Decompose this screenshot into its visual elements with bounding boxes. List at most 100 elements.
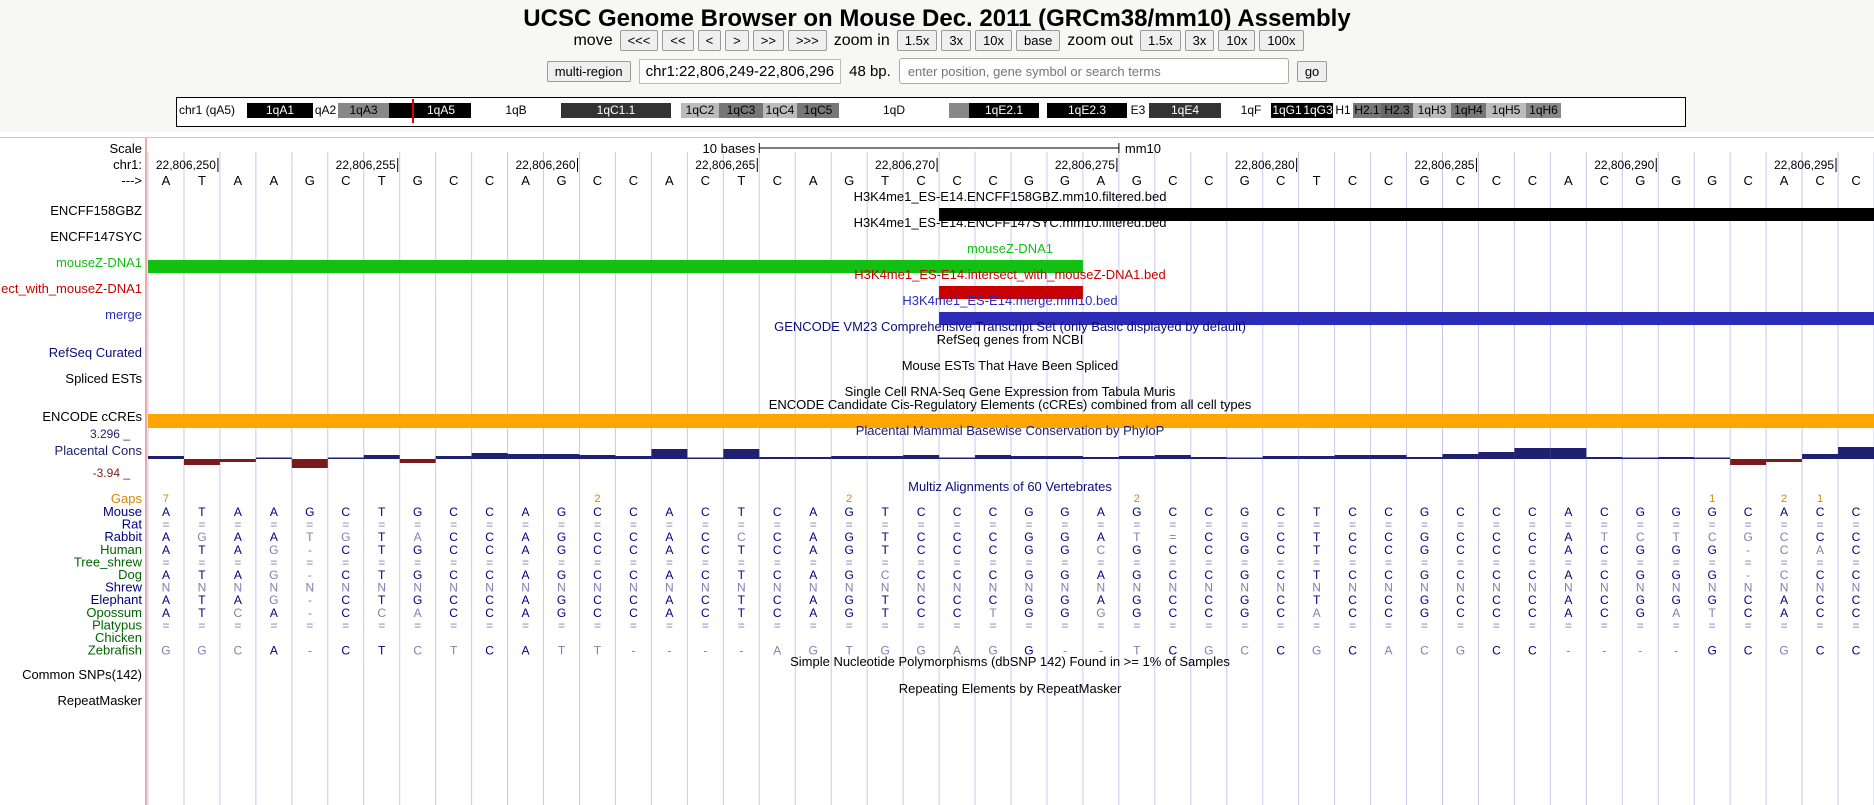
move-right-button[interactable]: > (725, 30, 749, 51)
cons-bar[interactable] (975, 455, 1011, 459)
zoom-in-3x-button[interactable]: 3x (941, 30, 972, 51)
ideogram-band[interactable]: 1qB (471, 103, 561, 118)
cons-bar[interactable] (507, 454, 544, 459)
move-start-button[interactable]: <<< (619, 30, 659, 51)
encff158gbz-feature[interactable] (939, 208, 1874, 221)
cons-bar[interactable] (327, 457, 364, 460)
zoom-in-10x-button[interactable]: 10x (975, 30, 1013, 51)
cons-bar[interactable] (471, 453, 508, 459)
cons-bar[interactable] (831, 456, 868, 459)
intersect-feature[interactable] (939, 286, 1083, 299)
cons-bar[interactable] (1622, 457, 1659, 460)
cons-bar[interactable] (1046, 456, 1083, 459)
cons-bar[interactable] (1838, 447, 1874, 459)
zoom-out-1.5x-button[interactable]: 1.5x (1140, 30, 1181, 51)
cons-bar[interactable] (1262, 456, 1299, 459)
ideogram-band[interactable]: 1qC2 (681, 103, 719, 118)
cons-bar[interactable] (1766, 459, 1803, 462)
cons-bar[interactable] (1514, 448, 1551, 459)
zoom-in-base-button[interactable]: base (1016, 30, 1061, 51)
cons-bar[interactable] (615, 456, 652, 459)
cons-bar[interactable] (687, 457, 724, 460)
ideogram-band[interactable]: 1qC1.1 (561, 103, 671, 118)
cons-bar[interactable] (1478, 452, 1515, 459)
cons-bar[interactable] (1154, 455, 1191, 459)
ideogram-band[interactable]: 1qC3 (719, 103, 763, 118)
ideogram-band[interactable]: 1qA1 (247, 103, 313, 118)
cons-bar[interactable] (255, 457, 292, 460)
ideogram-band[interactable]: 1qG3 (1303, 103, 1333, 118)
cons-bar[interactable] (183, 459, 220, 465)
cons-bar[interactable] (435, 456, 472, 459)
cons-bar[interactable] (1802, 454, 1839, 459)
go-button[interactable]: go (1296, 60, 1328, 82)
ideogram-band[interactable]: 1qE4 (1149, 103, 1221, 118)
cons-bar[interactable] (1550, 448, 1587, 459)
move-far-right-button[interactable]: >> (752, 30, 784, 51)
zoom-out-100x-button[interactable]: 100x (1259, 30, 1304, 51)
ideogram-band[interactable]: 1qG1 (1271, 103, 1303, 118)
ideogram-band[interactable]: qA2 (313, 103, 338, 118)
ccres-feature[interactable] (148, 414, 1874, 428)
cons-bar[interactable] (723, 449, 760, 459)
search-input[interactable] (898, 58, 1289, 84)
cons-bar[interactable] (1118, 456, 1155, 459)
move-far-left-button[interactable]: << (662, 30, 694, 51)
ideogram-band[interactable]: H2.3 (1381, 103, 1413, 118)
cons-bar[interactable] (363, 455, 400, 459)
cons-bar[interactable] (1694, 457, 1731, 460)
cons-bar[interactable] (1298, 456, 1335, 459)
cons-bar[interactable] (1658, 457, 1695, 459)
ideogram-band[interactable]: E3 (1127, 103, 1149, 118)
cons-bar[interactable] (1406, 457, 1443, 459)
ideogram-band[interactable] (389, 103, 411, 118)
cons-bar[interactable] (291, 459, 328, 468)
multi-region-button[interactable]: multi-region (546, 60, 631, 82)
zoom-out-10x-button[interactable]: 10x (1218, 30, 1256, 51)
ideogram-band[interactable]: 1qE2.1 (969, 103, 1039, 118)
ideogram-band[interactable] (949, 103, 969, 118)
cons-bar[interactable] (1082, 457, 1119, 459)
ideogram-band[interactable]: 1qE2.3 (1047, 103, 1127, 118)
cons-bar[interactable] (1334, 455, 1371, 459)
chromosome-ideogram[interactable]: chr1 (qA5) 1qA1 qA2 1qA3 1qA5 1qB 1qC1.1 1qC2 1q… (176, 97, 1686, 127)
cons-bar[interactable] (1730, 459, 1767, 465)
mousez-feature[interactable] (148, 260, 1083, 273)
cons-bar[interactable] (1226, 457, 1263, 460)
cons-bar[interactable] (543, 454, 580, 459)
cons-bar[interactable] (219, 459, 256, 462)
cons-bar[interactable] (148, 456, 184, 459)
ideogram-band[interactable]: 1qH5 (1486, 103, 1526, 118)
merge-feature[interactable] (939, 312, 1874, 325)
cons-bar[interactable] (1370, 455, 1407, 459)
cons-bar[interactable] (399, 459, 436, 463)
cons-bar[interactable] (867, 456, 904, 459)
cons-bar[interactable] (1190, 457, 1227, 459)
cons-bar[interactable] (759, 457, 796, 459)
ideogram-band[interactable] (671, 103, 681, 118)
cons-bar[interactable] (939, 457, 976, 460)
cons-bar[interactable] (1442, 454, 1479, 459)
cons-bar[interactable] (1011, 456, 1047, 459)
ideogram-band[interactable] (1039, 103, 1047, 118)
cons-bar[interactable] (1586, 457, 1623, 459)
ideogram-band[interactable]: H1 (1333, 103, 1353, 118)
ideogram-band[interactable]: 1qA3 (338, 103, 389, 118)
ideogram-band[interactable]: 1qH6 (1526, 103, 1561, 118)
ideogram-band[interactable]: 1qC4 (763, 103, 797, 118)
cons-bar[interactable] (579, 455, 616, 459)
cons-bar[interactable] (651, 449, 688, 459)
ideogram-band[interactable]: 1qD (839, 103, 949, 118)
ideogram-band[interactable]: 1qC5 (797, 103, 839, 118)
ideogram-band[interactable]: 1qA5 (411, 103, 471, 118)
ideogram-band[interactable]: H2.1 (1353, 103, 1381, 118)
cons-bar[interactable] (795, 457, 832, 459)
zoom-out-3x-button[interactable]: 3x (1184, 30, 1215, 51)
ideogram-band[interactable]: 1qH3 (1413, 103, 1451, 118)
move-end-button[interactable]: >>> (787, 30, 827, 51)
zoom-in-1.5x-button[interactable]: 1.5x (896, 30, 938, 51)
move-left-button[interactable]: < (697, 30, 722, 51)
ideogram-band[interactable]: 1qH4 (1451, 103, 1486, 118)
ideogram-band[interactable]: 1qF (1231, 103, 1271, 118)
